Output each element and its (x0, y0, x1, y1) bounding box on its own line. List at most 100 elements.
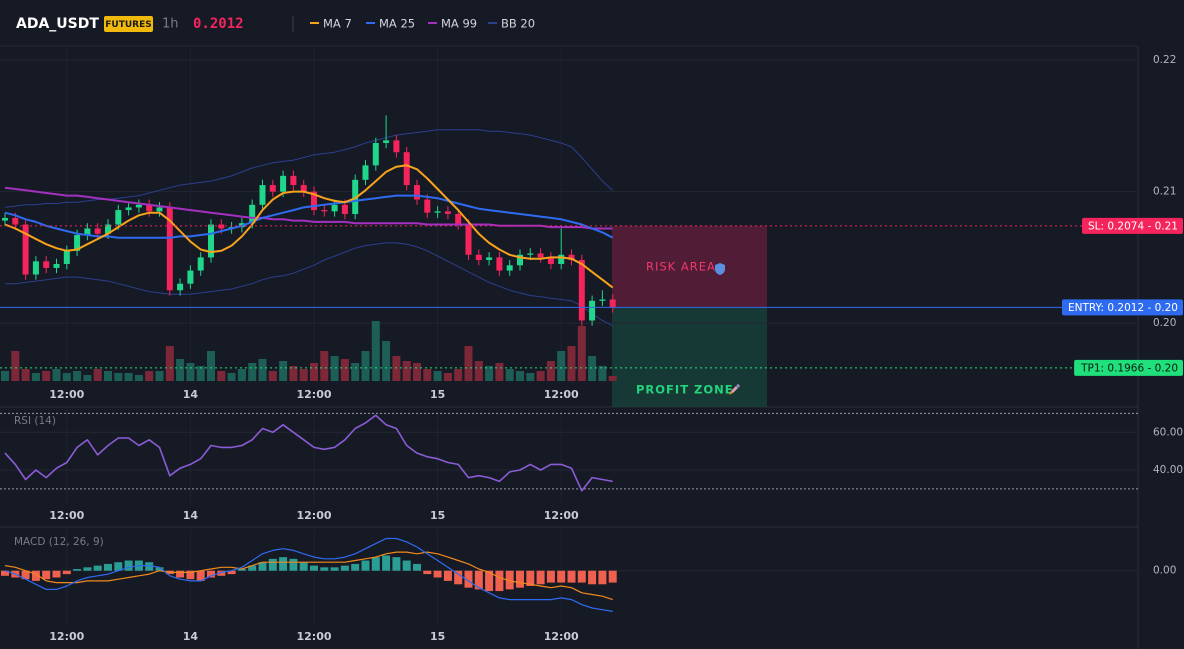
macd-histogram-bar (114, 562, 123, 571)
macd-histogram-bar (289, 558, 298, 571)
candle-body (311, 191, 317, 211)
zone-label: RISK AREA (646, 260, 716, 274)
volume-bar (299, 369, 308, 381)
candle-body (352, 179, 359, 214)
volume-bar (176, 359, 185, 381)
candle-body (496, 257, 503, 271)
candle-body (146, 204, 153, 212)
candle-body (537, 253, 544, 258)
macd-histogram-bar (299, 562, 308, 571)
volume-bar (474, 361, 483, 381)
indicator-title: MACD (12, 26, 9) (14, 536, 104, 548)
last-price: 0.2012 (193, 16, 244, 32)
candle-body (197, 257, 204, 271)
macd-histogram-bar (83, 567, 92, 571)
volume-bar (413, 363, 421, 381)
candle-body (280, 175, 287, 192)
macd-histogram-bar (340, 565, 349, 571)
macd-histogram-bar (73, 569, 82, 571)
volume-bar (351, 363, 360, 381)
candle-body (74, 235, 81, 251)
volume-bar (114, 373, 123, 381)
macd-histogram-bar (310, 565, 318, 571)
level-tag (1061, 299, 1183, 316)
y-tick-label: 0.22 (1153, 54, 1176, 66)
candle-body (383, 140, 390, 143)
candle-body (331, 204, 338, 212)
candle-body (166, 207, 173, 291)
macd-histogram-bar (268, 558, 277, 571)
volume-bar (310, 363, 318, 381)
x-tick-label: 15 (430, 509, 445, 522)
candle-body (115, 210, 122, 225)
legend-label: MA 25 (379, 17, 415, 31)
volume-bar (392, 356, 401, 381)
volume-bar (516, 371, 524, 381)
x-tick-label: 12:00 (544, 509, 579, 522)
candle-body (414, 185, 420, 200)
macd-histogram-bar (413, 563, 421, 571)
indicator-title: RSI (14) (14, 415, 56, 427)
macd-histogram-bar (546, 570, 555, 583)
volume-bar (454, 369, 463, 381)
symbol: ADA_USDT (16, 16, 99, 32)
macd-histogram-bar (279, 557, 288, 571)
candle-body (506, 265, 513, 271)
x-tick-label: 12:00 (49, 509, 84, 522)
x-tick-label: 12:00 (296, 630, 331, 643)
volume-bar (567, 346, 576, 381)
zone-label: PROFIT ZONE (636, 383, 734, 397)
level-tag-label: ENTRY: 0.2012 - 0.20 (1068, 302, 1178, 314)
macd-histogram-bar (227, 570, 236, 575)
macd-histogram-bar (464, 570, 473, 588)
x-tick-label: 15 (430, 388, 445, 401)
trade-zones (612, 225, 767, 407)
candle-body (465, 224, 472, 255)
x-tick-label: 12:00 (296, 509, 331, 522)
volume-bar (237, 369, 246, 381)
macd-histogram-bar (186, 570, 195, 580)
level-tag (1082, 217, 1183, 234)
y-tick-label: 0.00 (1153, 565, 1176, 577)
volume-bar (557, 351, 566, 381)
volume-bar (83, 375, 92, 381)
volume-bar (21, 369, 30, 381)
macd-histogram-bar (577, 570, 586, 583)
candle-body (372, 142, 379, 166)
candle-body (475, 254, 482, 261)
volume-bar (62, 373, 71, 381)
volume-bar (485, 366, 494, 381)
volume-bar (52, 369, 61, 381)
volume-bar (526, 373, 535, 381)
profit-zone (612, 307, 767, 407)
risk-zone (612, 225, 767, 308)
macd-histogram-bar (495, 570, 504, 592)
candle-body (393, 140, 400, 153)
candle-body (218, 224, 225, 229)
interval: 1h (162, 17, 179, 32)
badge: FUTURES (105, 20, 151, 30)
volume-bar (104, 371, 112, 381)
macd-histogram-bar (608, 570, 617, 583)
volume-bar (505, 369, 514, 381)
macd-histogram-bar (31, 570, 40, 581)
macd-histogram-bar (382, 555, 391, 571)
level-tag-label: SL: 0.2074 - 0.21 (1088, 220, 1178, 232)
x-tick-label: 12:00 (544, 630, 579, 643)
macd-histogram-bar (361, 560, 370, 571)
volume-bar (361, 351, 370, 381)
volume-bar (155, 371, 164, 381)
macd-histogram-bar (62, 570, 71, 575)
macd-histogram-bar (93, 565, 102, 571)
candle-body (424, 199, 431, 213)
candle-body (578, 260, 585, 321)
volume-bar (330, 356, 339, 381)
macd-histogram-bar (485, 570, 494, 592)
volume-bar (536, 371, 545, 381)
volume-bar (495, 363, 504, 381)
volume-bar (443, 373, 452, 381)
volume-bar (402, 361, 411, 381)
candle-body (94, 228, 101, 234)
shield-icon (715, 263, 725, 275)
